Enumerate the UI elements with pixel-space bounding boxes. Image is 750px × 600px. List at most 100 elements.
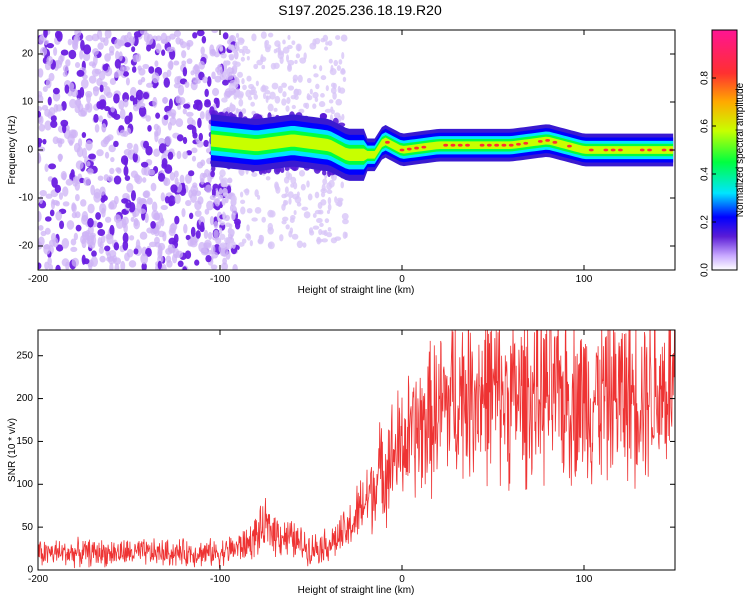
- noise-blob: [44, 163, 49, 173]
- noise-blob: [168, 200, 174, 207]
- noise-blob: [160, 204, 169, 211]
- transition-blob: [330, 86, 337, 95]
- transition-blob: [314, 97, 319, 103]
- transition-blob: [312, 64, 317, 70]
- transition-blob: [294, 59, 298, 64]
- noise-blob: [142, 63, 150, 70]
- noise-blob: [69, 98, 77, 109]
- noise-blob: [133, 248, 139, 255]
- noise-blob: [158, 230, 165, 238]
- noise-blob: [184, 250, 192, 260]
- transition-blob: [341, 113, 345, 121]
- noise-blob: [173, 60, 180, 66]
- spectrogram-ylabel: Frequency (Hz): [7, 116, 18, 185]
- noise-blob: [98, 115, 103, 123]
- transition-blob: [307, 193, 313, 201]
- noise-blob: [90, 256, 99, 267]
- noise-blob: [73, 142, 81, 153]
- transition-blob: [290, 215, 296, 220]
- noise-blob: [60, 119, 69, 127]
- noise-blob: [94, 123, 100, 133]
- noise-blob: [214, 75, 222, 83]
- spectrogram-xlabel: Height of straight line (km): [298, 285, 415, 296]
- noise-blob: [80, 39, 85, 51]
- noise-blob: [83, 44, 92, 55]
- snr-series-line: [38, 330, 675, 569]
- noise-blob: [110, 106, 115, 113]
- noise-blob: [80, 234, 87, 245]
- transition-blob: [279, 234, 284, 242]
- transition-blob: [218, 66, 223, 75]
- noise-blob: [213, 220, 219, 229]
- transition-blob: [325, 85, 329, 92]
- noise-blob: [190, 185, 199, 195]
- noise-blob: [49, 209, 55, 217]
- noise-blob: [139, 30, 148, 35]
- noise-blob: [66, 220, 75, 230]
- noise-blob: [177, 260, 184, 268]
- transition-blob: [277, 85, 283, 94]
- transition-blob: [335, 98, 343, 106]
- noise-blob: [169, 171, 176, 181]
- signal-core-mark: [385, 140, 390, 144]
- transition-blob: [237, 71, 243, 78]
- noise-blob: [129, 235, 135, 241]
- noise-blob: [114, 59, 121, 69]
- noise-blob: [58, 153, 63, 163]
- noise-blob: [98, 246, 104, 254]
- transition-blob: [251, 172, 258, 178]
- noise-blob: [157, 254, 164, 264]
- transition-blob: [251, 33, 257, 42]
- signal-core-mark: [618, 148, 623, 152]
- noise-blob: [70, 169, 75, 178]
- noise-blob: [145, 115, 151, 122]
- transition-blob: [235, 32, 240, 39]
- signal-core-mark: [647, 148, 652, 152]
- noise-blob: [109, 262, 114, 270]
- noise-blob: [206, 200, 214, 211]
- noise-blob: [193, 99, 202, 106]
- noise-blob: [222, 79, 229, 86]
- signal-core-mark: [603, 148, 609, 152]
- colorbar-tick-label-2: 0.4: [700, 167, 711, 181]
- noise-blob: [93, 188, 101, 199]
- noise-blob: [83, 177, 91, 186]
- noise-blob: [194, 210, 202, 218]
- spectrogram-xtick-label-0: -200: [28, 274, 48, 285]
- noise-blob: [204, 100, 212, 108]
- signal-core-mark: [494, 143, 500, 147]
- transition-blob: [336, 197, 344, 203]
- noise-blob: [38, 262, 42, 270]
- noise-blob: [55, 104, 63, 112]
- noise-blob: [197, 196, 204, 205]
- transition-blob: [281, 82, 287, 88]
- transition-blob: [297, 74, 303, 83]
- noise-blob: [100, 99, 107, 109]
- transition-blob: [324, 218, 330, 224]
- noise-blob: [187, 238, 194, 247]
- transition-blob: [320, 75, 327, 81]
- noise-blob: [72, 178, 79, 187]
- noise-blob: [61, 258, 70, 267]
- noise-blob: [81, 132, 87, 139]
- transition-blob: [306, 77, 312, 84]
- noise-blob: [150, 220, 156, 229]
- transition-blob: [326, 189, 333, 195]
- noise-blob: [213, 229, 219, 239]
- transition-blob: [228, 223, 233, 229]
- transition-blob: [309, 42, 317, 50]
- colorbar-tick-label-0: 0.0: [700, 263, 711, 277]
- noise-blob: [70, 246, 78, 253]
- signal-core-mark: [545, 139, 550, 142]
- transition-blob: [264, 40, 268, 48]
- signal-core-mark: [479, 143, 485, 147]
- noise-blob: [135, 239, 141, 251]
- noise-blob: [96, 30, 103, 40]
- noise-blob: [183, 223, 188, 234]
- noise-blob: [202, 76, 208, 84]
- noise-blob: [96, 221, 103, 229]
- noise-blob: [154, 60, 159, 67]
- noise-blob: [161, 157, 168, 168]
- noise-blob: [99, 186, 106, 196]
